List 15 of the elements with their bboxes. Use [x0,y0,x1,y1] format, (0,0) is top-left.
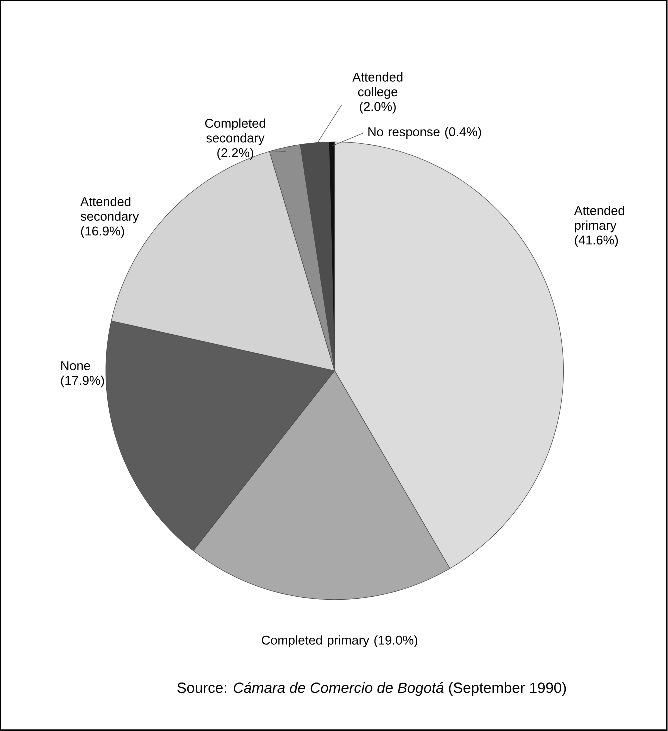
slice-label: Attended secondary [80,196,140,224]
slice-label: Attended college [352,72,403,100]
slice-label: Attended primary [574,206,625,233]
slice-label: No response [368,128,440,140]
data-label: (2.2%) [218,148,254,160]
slice-label: Completed primary [262,636,370,648]
data-label: (17.9%) [61,376,104,388]
slice-label: None [62,362,90,370]
data-label: (41.6%) [575,235,618,248]
source-note: Source: Cámara de Comercio de Bogotá (September 1990) [178,682,566,696]
data-label: (19.0%) [374,636,418,648]
data-label: (16.9%) [81,226,124,238]
data-label: (0.4%) [446,127,482,140]
slice-label: Completed secondary [206,118,266,146]
data-label: (2.0%) [360,102,396,114]
